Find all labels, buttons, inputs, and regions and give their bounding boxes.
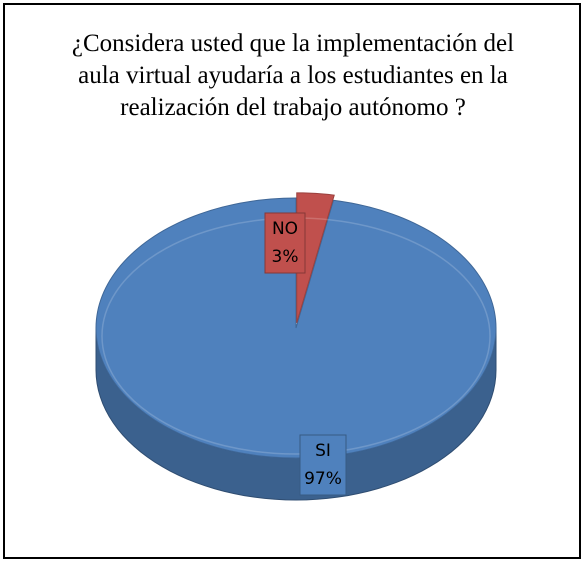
- data-label-value: 3%: [272, 247, 299, 267]
- data-label-category: NO: [272, 219, 298, 239]
- chart-frame: [3, 3, 581, 559]
- chart-title: ¿Considera usted que la implementación d…: [71, 30, 515, 121]
- data-label-value: 97%: [304, 469, 342, 489]
- data-label-box: [264, 212, 306, 274]
- data-label-category: SI: [315, 441, 331, 461]
- pie-slice: [296, 192, 335, 323]
- data-label-box: [299, 434, 347, 496]
- pie-slice: [95, 197, 497, 459]
